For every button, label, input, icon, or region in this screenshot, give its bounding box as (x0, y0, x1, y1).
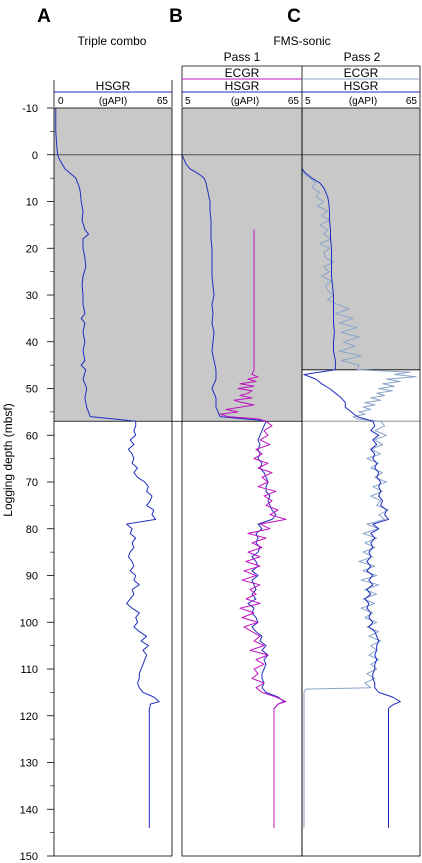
track-c-hsgr-unit: (gAPI) (349, 96, 377, 107)
y-axis: -10 0 10 20 30 40 50 60 70 80 90 100 110 120 130 140 150 (20, 103, 54, 863)
panel-letter-c: C (287, 6, 301, 27)
panel-a-title: Triple combo (78, 34, 147, 48)
track-c-hsgr-min: 5 (305, 96, 311, 107)
shade-panel-b (182, 108, 302, 422)
y-tick-label-120: 120 (20, 711, 38, 723)
pass1-title: Pass 1 (224, 50, 261, 64)
y-tick-label-130: 130 (20, 758, 38, 770)
y-tick-label-10: 10 (26, 197, 38, 209)
y-tick-label-110: 110 (20, 664, 38, 676)
y-tick-label-20: 20 (26, 243, 38, 255)
y-tick-label-80: 80 (26, 524, 38, 536)
track-a-header: HSGR 0 (gAPI) 65 (53, 79, 173, 107)
track-frames (53, 107, 421, 857)
shading-layer (54, 108, 420, 422)
track-a-hsgr-min: 0 (58, 96, 64, 107)
separator-lines (54, 154, 420, 422)
track-c-hsgr-name: HSGR (344, 79, 379, 93)
track-a-hsgr-unit: (gAPI) (99, 96, 127, 107)
track-a-hsgr-max: 65 (157, 96, 169, 107)
y-tick-label--10: -10 (22, 103, 38, 115)
frame-track-a (53, 107, 173, 857)
track-b-hsgr-min: 5 (185, 96, 191, 107)
y-tick-label-60: 60 (26, 430, 38, 442)
y-tick-label-30: 30 (26, 290, 38, 302)
track-b-hsgr-unit: (gAPI) (231, 96, 259, 107)
y-tick-label-140: 140 (20, 804, 38, 816)
track-b-hsgr-max: 65 (288, 96, 300, 107)
y-tick-label-40: 40 (26, 337, 38, 349)
track-c-ecgr-name: ECGR (344, 66, 379, 80)
series-c-hsgr (301, 168, 401, 828)
track-b-hsgr-name: HSGR (225, 79, 260, 93)
group-bc-title: FMS-sonic (273, 34, 330, 48)
series-c-ecgr (301, 168, 417, 828)
shade-panel-c (302, 108, 420, 370)
series-a-hsgr (55, 108, 160, 828)
frame-track-c (301, 107, 421, 857)
y-tick-label-70: 70 (26, 477, 38, 489)
pass2-title: Pass 2 (344, 50, 381, 64)
track-b-ecgr-name: ECGR (225, 66, 260, 80)
panel-letter-b: B (169, 6, 183, 27)
series-b-hsgr (181, 154, 285, 828)
track-a-hsgr-name: HSGR (96, 79, 131, 93)
y-axis-label: Logging depth (mbsf) (1, 403, 15, 516)
y-tick-label-100: 100 (20, 617, 38, 629)
y-tick-label-150: 150 (20, 851, 38, 863)
track-b-header: ECGR HSGR 5 (gAPI) 65 (181, 66, 302, 107)
y-tick-label-0: 0 (32, 150, 38, 162)
panel-letter-a: A (37, 6, 51, 27)
y-tick-label-90: 90 (26, 571, 38, 583)
series-layer (55, 108, 417, 828)
series-b-ecgr (219, 229, 287, 828)
shade-panel-a (54, 108, 172, 422)
track-c-header: ECGR HSGR 5 (gAPI) 65 (182, 65, 421, 107)
y-tick-label-50: 50 (26, 384, 38, 396)
track-c-hsgr-max: 65 (406, 96, 418, 107)
